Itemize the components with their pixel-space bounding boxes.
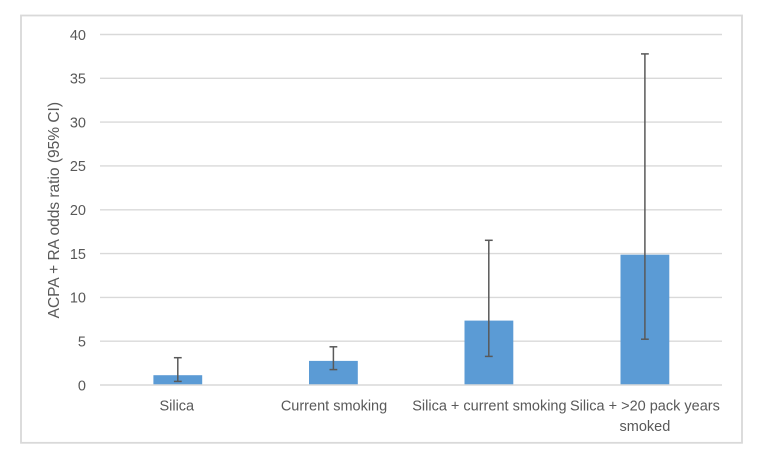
svg-text:15: 15 [70,247,86,263]
svg-text:40: 40 [70,28,86,44]
svg-text:35: 35 [70,72,86,88]
svg-text:25: 25 [70,159,86,175]
svg-text:10: 10 [70,291,86,307]
svg-text:0: 0 [78,378,86,394]
svg-text:ACPA + RA odds ratio (95% CI): ACPA + RA odds ratio (95% CI) [46,102,63,318]
svg-text:20: 20 [70,203,86,219]
svg-text:5: 5 [78,335,86,351]
svg-text:Current smoking: Current smoking [281,398,387,414]
svg-text:30: 30 [70,115,86,131]
svg-text:Silica + current smoking: Silica + current smoking [412,398,566,414]
svg-text:smoked: smoked [620,419,671,435]
svg-text:Silica: Silica [159,398,195,414]
svg-text:Silica + >20 pack years: Silica + >20 pack years [570,398,720,414]
